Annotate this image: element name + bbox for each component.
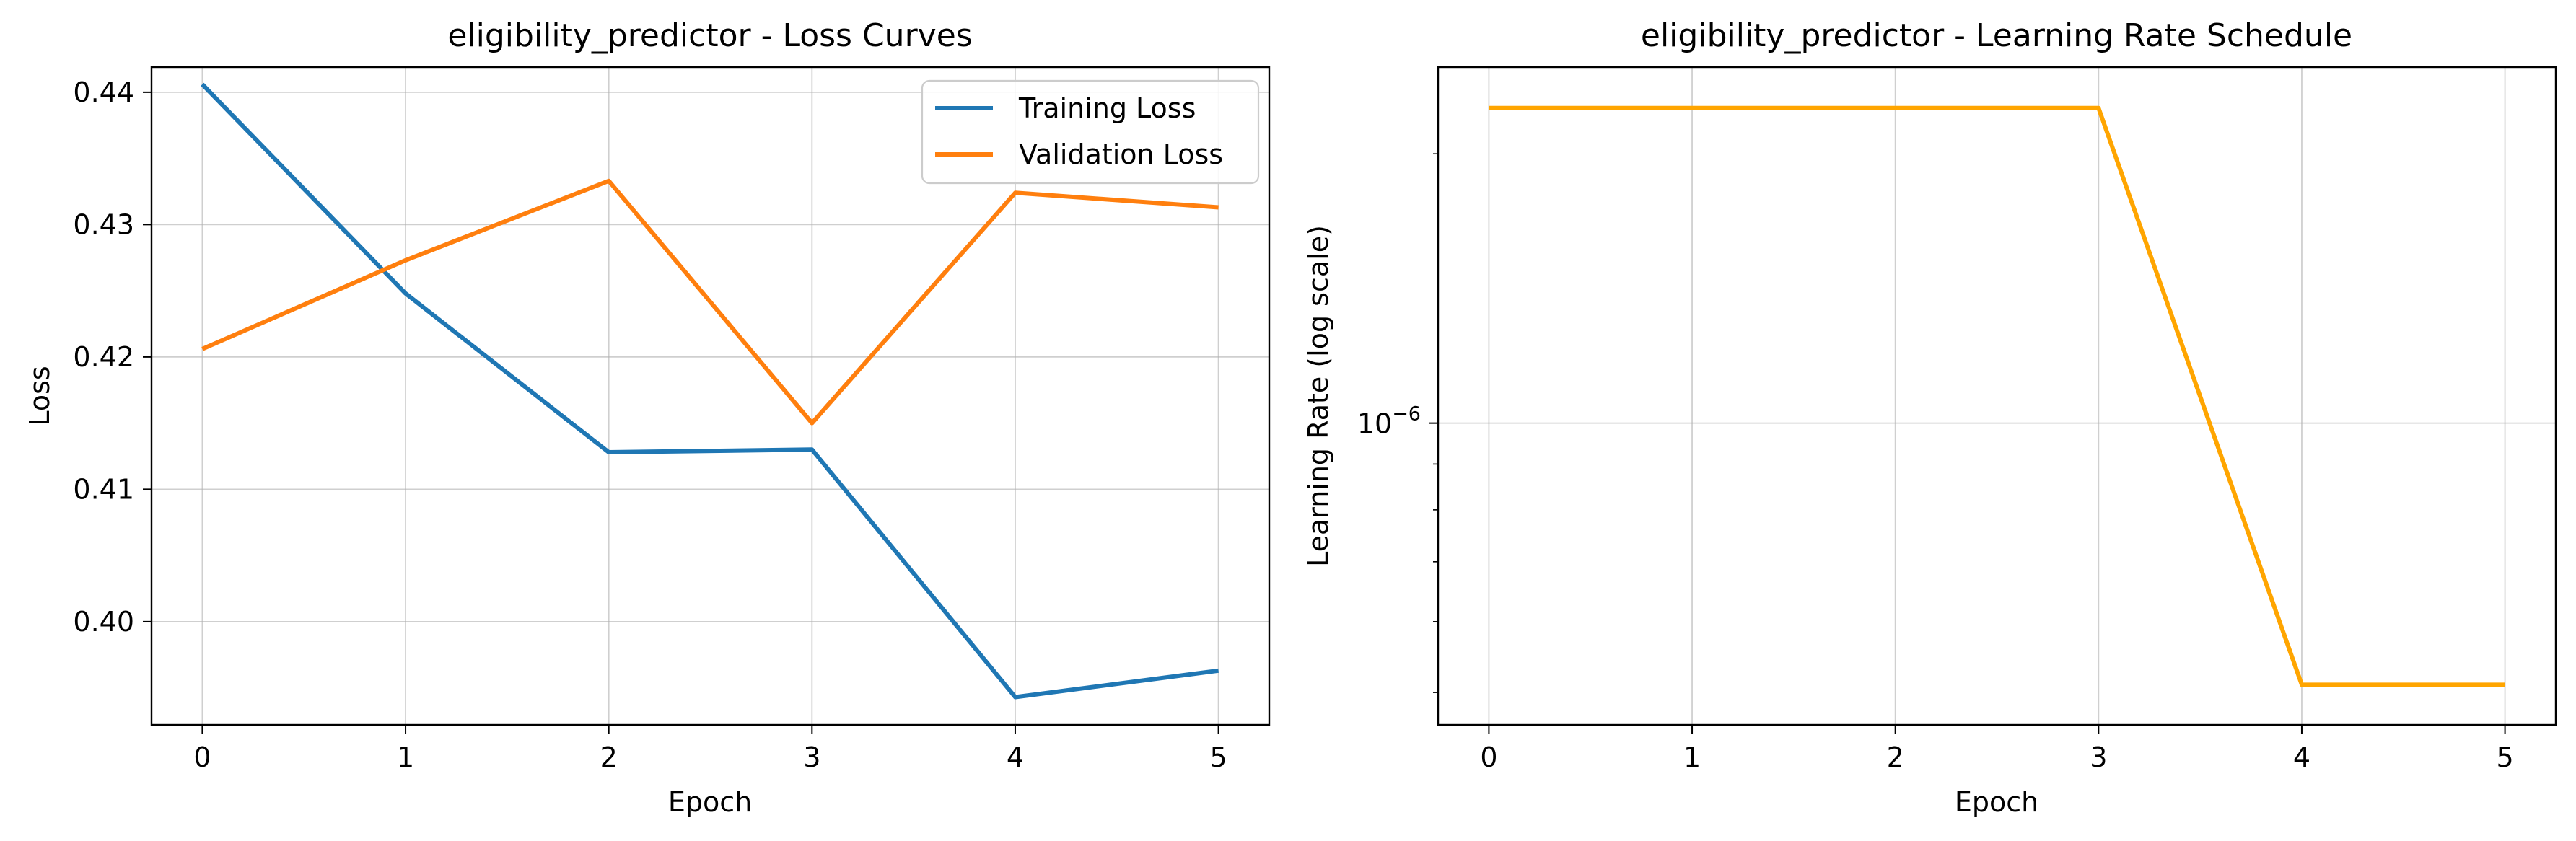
loss-chart-title: eligibility_predictor - Loss Curves — [447, 17, 972, 54]
loss-y-tick-label: 0.40 — [73, 606, 134, 638]
tick-base: 10 — [1357, 408, 1392, 440]
loss-x-tick-label: 4 — [1007, 741, 1024, 773]
loss-y-tick-label: 0.41 — [73, 473, 134, 505]
lr-grid — [1438, 67, 2556, 725]
loss-y-tick-label: 0.43 — [73, 208, 134, 240]
loss-x-tick-label: 1 — [397, 741, 414, 773]
learning-rate-panel: 0 1 2 3 4 5 10−6 eligibility_predictor - Lear… — [1302, 17, 2557, 818]
loss-y-tick-label: 0.42 — [73, 341, 134, 373]
lr-y-tick-label: 10−6 — [1357, 403, 1421, 440]
loss-x-tick-label: 3 — [803, 741, 820, 773]
loss-x-ticks: 0 1 2 3 4 5 — [193, 725, 1227, 773]
lr-y-axis-label: Learning Rate (log scale) — [1302, 225, 1334, 567]
loss-y-axis-label: Loss — [24, 366, 56, 426]
lr-x-axis-label: Epoch — [1955, 786, 2038, 818]
loss-series-lines — [201, 82, 1219, 700]
lr-x-ticks: 0 1 2 3 4 5 — [1480, 725, 2514, 773]
legend-validation-loss-label: Validation Loss — [1019, 138, 1223, 170]
loss-curves-panel: 0 1 2 3 4 5 0.40 0.41 0.42 0.43 0.44 eligibility_… — [24, 17, 1271, 818]
lr-x-tick-label: 4 — [2293, 741, 2310, 773]
legend-box — [921, 79, 1260, 185]
lr-x-tick-label: 0 — [1480, 741, 1497, 773]
lr-y-ticks: 10−6 — [1357, 153, 1438, 693]
lr-x-tick-label: 5 — [2496, 741, 2513, 773]
loss-legend: Training Loss Validation Loss — [921, 79, 1260, 185]
validation-loss-line — [201, 178, 1219, 426]
lr-series-lines — [1489, 105, 2505, 687]
lr-axes-frame — [1437, 66, 2557, 726]
tick-exponent: −6 — [1392, 403, 1421, 426]
training-loss-line — [201, 82, 1219, 700]
learning-rate-line — [1489, 105, 2505, 687]
loss-x-axis-label: Epoch — [668, 786, 752, 818]
loss-x-tick-label: 5 — [1209, 741, 1227, 773]
loss-y-tick-label: 0.44 — [73, 76, 134, 108]
legend-training-loss-label: Training Loss — [1018, 92, 1196, 124]
loss-axes-frame — [150, 66, 1271, 726]
lr-chart-title: eligibility_predictor - Learning Rate Sc… — [1641, 17, 2352, 54]
loss-x-tick-label: 2 — [600, 741, 618, 773]
lr-x-tick-label: 2 — [1887, 741, 1904, 773]
loss-y-ticks: 0.40 0.41 0.42 0.43 0.44 — [73, 76, 152, 638]
lr-x-tick-label: 1 — [1683, 741, 1701, 773]
lr-x-tick-label: 3 — [2090, 741, 2107, 773]
loss-x-tick-label: 0 — [193, 741, 211, 773]
